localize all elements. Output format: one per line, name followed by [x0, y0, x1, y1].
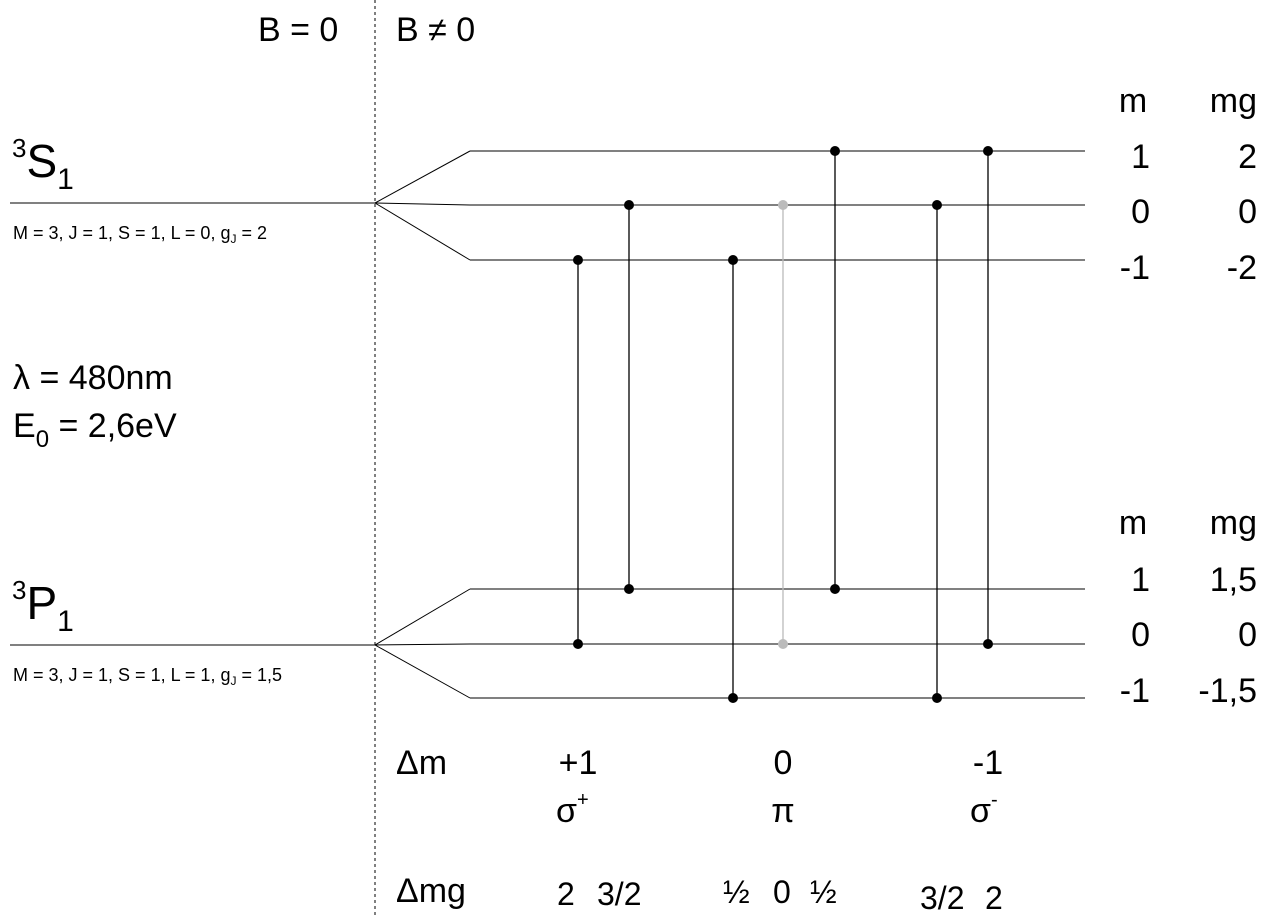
- upper-fan-up: [374, 150, 471, 204]
- lower-term-j: 1: [57, 605, 74, 638]
- delta-mg-value: 2: [557, 876, 575, 912]
- lower-term-params: M = 3, J = 1, S = 1, L = 1, gJ = 1,5: [13, 665, 283, 687]
- lower-m-value: 0: [1131, 616, 1150, 654]
- delta-mg-value: 3/2: [920, 880, 965, 916]
- upper-term-multiplicity: 3: [12, 133, 27, 163]
- transition-lower-dot: [830, 584, 840, 594]
- transition-upper-dot: [983, 146, 993, 156]
- energy-prefix: E: [13, 407, 36, 445]
- transition-upper-dot: [728, 255, 738, 265]
- upper-m-value: 1: [1131, 138, 1150, 176]
- transition-upper-dot: [932, 200, 942, 210]
- lower-mg-value: 0: [1238, 616, 1257, 654]
- delta-mg-value: ½: [810, 874, 837, 910]
- upper-fan-down: [374, 202, 471, 261]
- upper-term-j: 1: [57, 163, 74, 196]
- upper-params-sub: J: [230, 232, 237, 246]
- upper-term-letter: S: [26, 135, 58, 187]
- delta-mg-value: 3/2: [597, 876, 642, 912]
- wavelength-label: λ = 480nm: [13, 359, 173, 397]
- lower-params-text: M = 3, J = 1, S = 1, L = 1, g: [13, 665, 231, 685]
- upper-params-tail: = 2: [236, 223, 267, 243]
- upper-fan-mid: [374, 202, 471, 206]
- transitions-group: [573, 146, 993, 703]
- lower-fan-down: [374, 644, 471, 699]
- transition-lower-dot: [728, 693, 738, 703]
- energy-tail: = 2,6eV: [49, 407, 177, 445]
- upper-term-symbol: 3S1: [12, 135, 74, 195]
- upper-col-mg-header: mg: [1209, 82, 1257, 120]
- delta-m-value: +1: [558, 744, 598, 782]
- sigma-symbol: σ: [970, 792, 991, 830]
- delta-mg-value: 0: [773, 874, 791, 910]
- lower-col-m-header: m: [1118, 504, 1148, 542]
- lower-params-tail: = 1,5: [236, 665, 283, 685]
- lower-fan-up: [374, 588, 471, 646]
- upper-col-m-header: m: [1118, 82, 1148, 120]
- lower-term-letter: P: [26, 577, 58, 629]
- lower-fan-mid: [374, 643, 471, 646]
- delta-mg-value: ½: [723, 874, 750, 910]
- lower-m-value: -1: [1119, 672, 1150, 710]
- transition-lower-dot: [778, 639, 788, 649]
- upper-m-value: -1: [1119, 249, 1150, 287]
- upper-term-params: M = 3, J = 1, S = 1, L = 0, gJ = 2: [13, 223, 267, 245]
- lower-params-sub: J: [230, 674, 237, 688]
- lower-term-multiplicity: 3: [12, 575, 27, 605]
- transition-upper-dot: [830, 146, 840, 156]
- energy-label: E0 = 2,6eV: [13, 407, 177, 452]
- transition-lower-dot: [573, 639, 583, 649]
- transition-upper-dot: [778, 200, 788, 210]
- lower-m-value: 1: [1131, 561, 1150, 599]
- upper-mg-value: 2: [1238, 138, 1257, 176]
- lower-term-symbol: 3P1: [12, 577, 74, 637]
- transition-upper-dot: [573, 255, 583, 265]
- lower-col-mg-header: mg: [1209, 504, 1257, 542]
- sigma-minus-sup: -: [990, 789, 998, 811]
- lower-mg-value: -1,5: [1198, 672, 1257, 710]
- delta-m-value: -1: [972, 744, 1004, 782]
- b-nonzero-label: B ≠ 0: [396, 11, 476, 49]
- delta-m-value: 0: [773, 744, 793, 782]
- delta-mg-label: Δmg: [396, 872, 466, 910]
- lower-mg-value: 1,5: [1209, 561, 1257, 599]
- polarization-sigma-minus: σ-: [970, 790, 998, 830]
- transition-lower-dot: [983, 639, 993, 649]
- delta-m-label: Δm: [396, 744, 448, 782]
- upper-mg-value: 0: [1238, 193, 1257, 231]
- upper-m-value: 0: [1131, 193, 1150, 231]
- transition-upper-dot: [624, 200, 634, 210]
- delta-mg-value: 2: [985, 880, 1003, 916]
- sigma-plus-sup: +: [576, 789, 589, 811]
- upper-mg-value: -2: [1226, 249, 1257, 287]
- upper-params-text: M = 3, J = 1, S = 1, L = 0, g: [13, 223, 231, 243]
- transition-lower-dot: [624, 584, 634, 594]
- sigma-symbol: σ: [556, 792, 577, 830]
- energy-sub: 0: [35, 426, 50, 453]
- transition-lower-dot: [932, 693, 942, 703]
- polarization-sigma-plus: σ+: [556, 790, 589, 830]
- b-zero-label: B = 0: [258, 11, 339, 49]
- polarization-pi: π: [771, 792, 795, 830]
